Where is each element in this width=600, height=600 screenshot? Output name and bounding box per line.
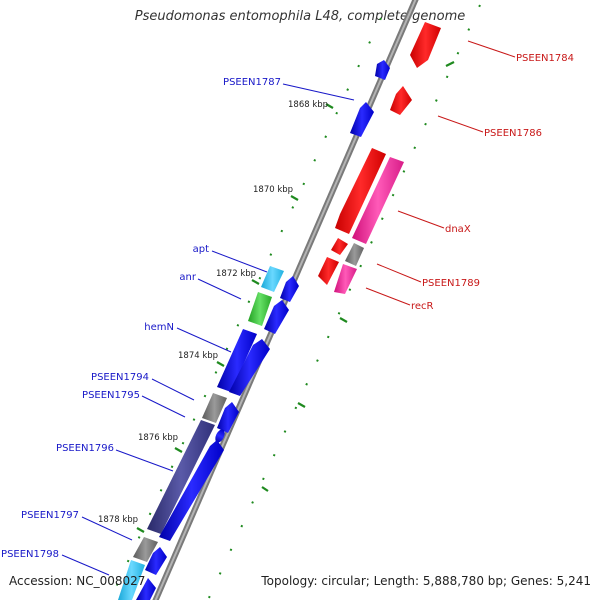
tick-label-1878: 1878 kbp: [98, 515, 138, 525]
gene-feature-hemN[interactable]: [217, 329, 257, 392]
gene-label-pseen1787[interactable]: PSEEN1787: [223, 77, 281, 88]
tick-label-1872: 1872 kbp: [216, 269, 256, 279]
scale-ring-inner: [109, 17, 382, 600]
gene-label-pseen1797[interactable]: PSEEN1797: [21, 510, 79, 521]
gene-feature-pseen1784[interactable]: [410, 22, 441, 68]
gene-feature-pseen1794[interactable]: [202, 393, 227, 423]
gene-feature-hemN-b[interactable]: [229, 339, 270, 396]
gene-feature-pseen1787[interactable]: [375, 60, 390, 80]
gene-feature-pseen1796b[interactable]: [159, 440, 224, 541]
gene-label-apt[interactable]: apt: [193, 244, 209, 255]
gene-feature-pseen1789a[interactable]: [331, 238, 348, 255]
tick-label-1874: 1874 kbp: [178, 351, 218, 361]
gene-label-dnaX[interactable]: dnaX: [445, 224, 471, 235]
reverse-strand-features: [118, 60, 390, 600]
gene-feature-apt-b[interactable]: [280, 276, 299, 302]
gene-label-pseen1798[interactable]: PSEEN1798: [1, 549, 59, 560]
gene-feature-pseen1796[interactable]: [147, 420, 215, 534]
gene-label-pseen1795[interactable]: PSEEN1795: [82, 390, 140, 401]
scale-tick-labels: 1868 kbp 1870 kbp 1872 kbp 1874 kbp 1876…: [98, 100, 328, 525]
gene-label-pseen1786[interactable]: PSEEN1786: [484, 128, 542, 139]
map-title: Pseudomonas entomophila L48, complete ge…: [134, 9, 466, 24]
gene-label-recR[interactable]: recR: [411, 301, 434, 312]
gene-feature-pseen1787b[interactable]: [350, 102, 374, 137]
gene-label-anr[interactable]: anr: [179, 272, 196, 283]
gene-feature-recR[interactable]: [334, 264, 357, 294]
right-gene-labels: PSEEN1784 PSEEN1786 dnaX PSEEN1789 recR: [411, 53, 574, 312]
gene-feature-anr[interactable]: [248, 292, 272, 326]
gene-feature-pseen1794b[interactable]: [217, 402, 239, 433]
tick-label-1876: 1876 kbp: [138, 433, 178, 443]
left-gene-labels: PSEEN1787 apt anr hemN PSEEN1794 PSEEN17…: [1, 77, 281, 560]
gene-label-pseen1794[interactable]: PSEEN1794: [91, 372, 149, 383]
tick-label-1870: 1870 kbp: [253, 185, 293, 195]
topology-text: Topology: circular; Length: 5,888,780 bp…: [261, 574, 591, 588]
gene-feature-pseen1798b[interactable]: [136, 578, 156, 600]
gene-label-pseen1784[interactable]: PSEEN1784: [516, 53, 574, 64]
gene-feature-pseen1798[interactable]: [118, 560, 145, 600]
gene-feature-pseen1789[interactable]: [345, 243, 364, 266]
gene-feature-dnaX[interactable]: [335, 148, 386, 234]
left-leader-lines: [61, 83, 355, 576]
gene-feature-apt[interactable]: [261, 266, 284, 292]
gene-label-pseen1796[interactable]: PSEEN1796: [56, 443, 114, 454]
gene-feature-anr-b[interactable]: [264, 300, 289, 334]
right-leader-lines: [365, 40, 516, 306]
gene-label-pseen1789[interactable]: PSEEN1789: [422, 278, 480, 289]
accession-text: Accession: NC_008027: [9, 574, 146, 588]
gene-feature-pseen1786[interactable]: [390, 86, 412, 115]
gene-feature-dnaX-b[interactable]: [352, 157, 404, 244]
gene-feature-pseen1797[interactable]: [133, 537, 158, 562]
tick-label-1868: 1868 kbp: [288, 100, 328, 110]
gene-feature-pseen1789b[interactable]: [318, 257, 339, 285]
gene-label-hemN[interactable]: hemN: [144, 322, 174, 333]
forward-strand-features: [318, 22, 441, 294]
gene-feature-pseen1797b[interactable]: [145, 547, 167, 575]
major-ticks: [136, 61, 455, 533]
gene-feature-pseen1795[interactable]: [213, 428, 226, 444]
